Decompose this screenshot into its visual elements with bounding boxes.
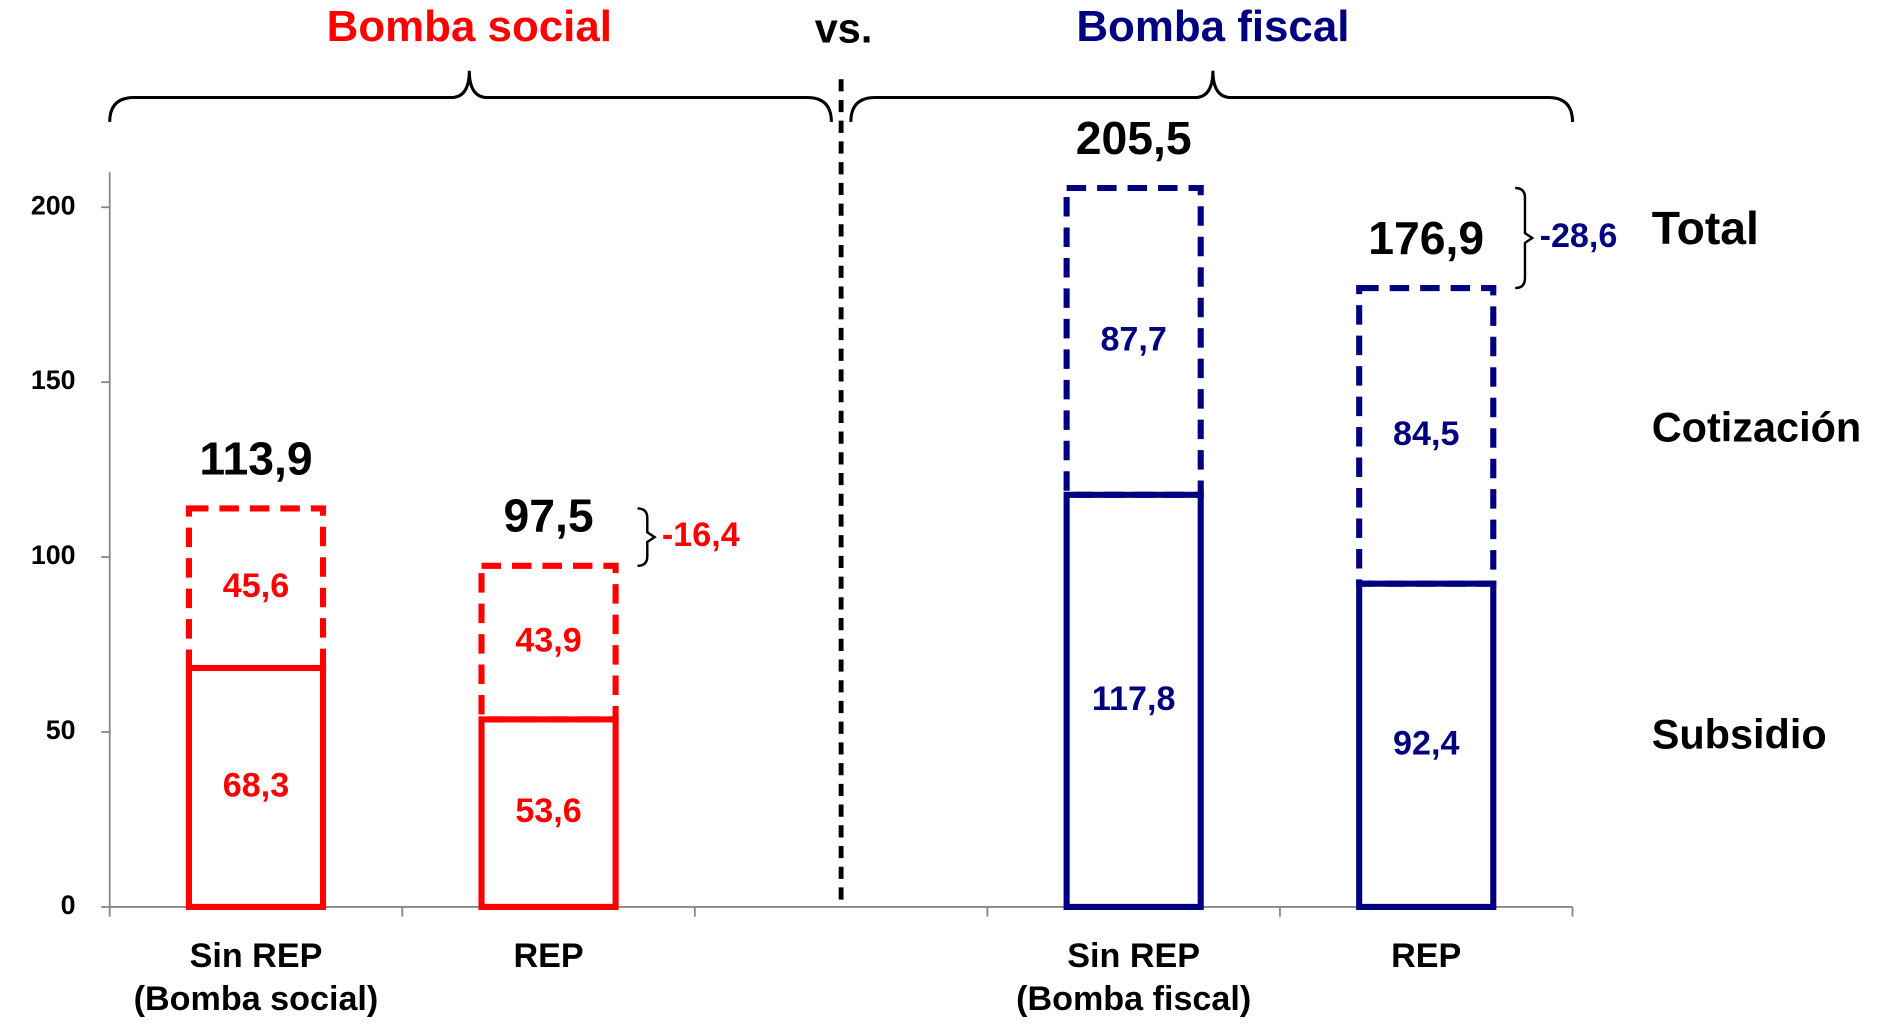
total-label: 113,9 <box>199 432 312 484</box>
legend-label: Total <box>1652 202 1759 254</box>
group-title: Bomba social <box>327 2 612 51</box>
group-title: Bomba fiscal <box>1076 2 1349 51</box>
total-label: 97,5 <box>503 490 593 542</box>
x-tick-label: Sin REP (Bomba fiscal) <box>1016 937 1251 1018</box>
bar-segment <box>1063 184 1204 498</box>
total-label: 205,5 <box>1076 112 1192 164</box>
y-tick-label: 100 <box>31 540 76 570</box>
value-label: 45,6 <box>223 567 289 605</box>
value-label: 53,6 <box>515 792 581 830</box>
bar-segment <box>1063 491 1204 910</box>
value-label: 117,8 <box>1092 680 1176 718</box>
y-tick-label: 150 <box>31 365 76 395</box>
bar-segment <box>478 716 619 910</box>
x-tick-label: REP <box>513 937 583 975</box>
y-tick-label: 0 <box>61 890 76 920</box>
difference-brace <box>637 507 657 568</box>
bar-segment <box>185 664 327 910</box>
chart-body: Bomba social vs. Bomba fiscal 0 50 100 150 2… <box>31 2 1861 1018</box>
vs-label: vs. <box>815 5 873 52</box>
difference-label: -16,4 <box>662 516 740 554</box>
value-label: 87,7 <box>1100 320 1166 358</box>
bar-segment <box>185 505 327 672</box>
difference-label: -28,6 <box>1540 217 1618 255</box>
x-tick-label: REP <box>1391 937 1461 975</box>
bar-segment <box>1356 580 1497 910</box>
value-label: 43,9 <box>515 622 581 660</box>
value-label: 68,3 <box>223 766 289 804</box>
legend-label: Subsidio <box>1652 710 1827 757</box>
group-brace <box>849 70 1575 122</box>
total-label: 176,9 <box>1368 212 1484 264</box>
difference-brace <box>1515 186 1535 290</box>
y-tick-label: 50 <box>46 715 76 745</box>
group-brace <box>108 70 833 122</box>
value-label: 92,4 <box>1393 724 1459 762</box>
x-tick-label: Sin REP (Bomba social) <box>134 937 379 1018</box>
y-tick-label: 200 <box>31 190 76 220</box>
legend-label: Cotización <box>1652 403 1862 450</box>
value-label: 84,5 <box>1393 415 1459 453</box>
